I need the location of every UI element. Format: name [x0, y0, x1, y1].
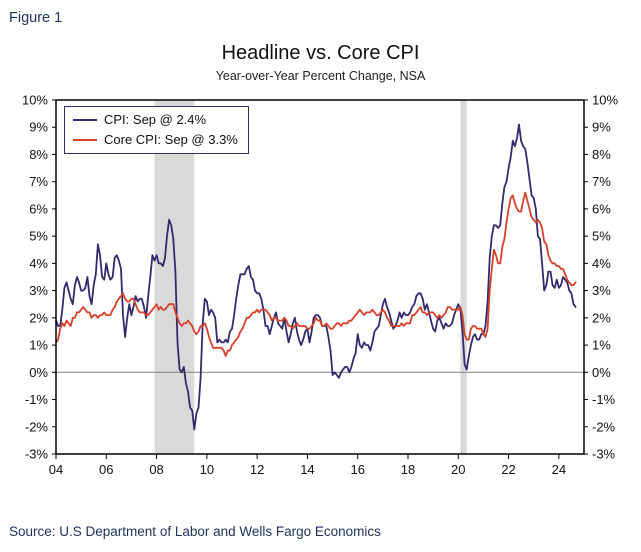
- cpi-line-swatch: [73, 118, 97, 121]
- legend: CPI: Sep @ 2.4% Core CPI: Sep @ 3.3%: [64, 106, 249, 154]
- y-axis-tick-label-right: 7%: [592, 174, 611, 189]
- y-axis-tick-label-right: -1%: [592, 392, 616, 407]
- y-axis-tick-label-left: 7%: [29, 174, 48, 189]
- x-axis-tick-label: 10: [200, 462, 214, 477]
- cpi-series-line: [55, 123, 577, 431]
- x-axis-tick-label: 08: [149, 462, 163, 477]
- y-axis-tick-label-left: 10%: [22, 93, 48, 108]
- y-axis-tick-label-right: -2%: [592, 419, 616, 434]
- x-axis-tick-label: 14: [300, 462, 314, 477]
- x-axis-tick-label: 06: [99, 462, 113, 477]
- x-axis-tick-label: 12: [250, 462, 264, 477]
- y-axis-tick-label-left: 5%: [29, 229, 48, 244]
- y-axis-tick-label-right: 8%: [592, 147, 611, 162]
- legend-item-cpi: CPI: Sep @ 2.4%: [73, 112, 238, 127]
- x-axis-tick-label: 04: [49, 462, 63, 477]
- plot-border: [55, 99, 585, 455]
- recession-band: [460, 100, 467, 454]
- figure-label: Figure 1: [9, 10, 63, 26]
- legend-item-core-cpi: Core CPI: Sep @ 3.3%: [73, 132, 238, 147]
- y-axis-tick-label-left: -3%: [25, 447, 49, 462]
- chart-subtitle: Year-over-Year Percent Change, NSA: [215, 69, 426, 83]
- y-axis-tick-label-right: 9%: [592, 120, 611, 135]
- y-axis-tick-label-right: 1%: [592, 338, 611, 353]
- y-axis-tick-label-left: 8%: [29, 147, 48, 162]
- y-axis-tick-label-right: 2%: [592, 310, 611, 325]
- y-axis-tick-label-left: 3%: [29, 283, 48, 298]
- x-axis-tick-label: 22: [501, 462, 515, 477]
- core-cpi-line-swatch: [73, 138, 97, 141]
- y-axis-tick-label-left: 0%: [29, 365, 48, 380]
- core-cpi-series-line: [55, 191, 577, 357]
- y-axis-tick-label-right: 10%: [592, 93, 618, 108]
- chart-title: Headline vs. Core CPI: [221, 42, 420, 64]
- legend-label-core-cpi: Core CPI: Sep @ 3.3%: [104, 132, 238, 147]
- x-axis-tick-label: 20: [451, 462, 465, 477]
- y-axis-tick-label-right: 5%: [592, 229, 611, 244]
- y-axis-tick-label-left: 9%: [29, 120, 48, 135]
- y-axis-tick-label-left: 6%: [29, 201, 48, 216]
- y-axis-tick-label-left: -2%: [25, 419, 49, 434]
- y-axis-tick-label-left: 2%: [29, 310, 48, 325]
- chart-area: 10% 10% 9% 9% 8% 8% 7% 7% 6% 6% 5% 5% 4% 4% 3% 3% 2% 2% 1%…: [0, 92, 641, 500]
- y-axis-tick-label-right: 3%: [592, 283, 611, 298]
- y-axis-tick-label-left: 4%: [29, 256, 48, 271]
- x-axis-tick-label: 18: [401, 462, 415, 477]
- y-axis-tick-label-left: 1%: [29, 338, 48, 353]
- y-axis-tick-label-right: 6%: [592, 201, 611, 216]
- source-text: Source: U.S Department of Labor and Well…: [9, 524, 381, 539]
- cpi-line-chart: 10% 10% 9% 9% 8% 8% 7% 7% 6% 6% 5% 5% 4% 4% 3% 3% 2% 2% 1%…: [22, 93, 618, 478]
- y-axis-tick-label-right: 0%: [592, 365, 611, 380]
- x-axis-tick-label: 16: [350, 462, 364, 477]
- y-axis-tick-label-left: -1%: [25, 392, 49, 407]
- y-axis-tick-label-right: 4%: [592, 256, 611, 271]
- legend-label-cpi: CPI: Sep @ 2.4%: [104, 112, 207, 127]
- x-axis-tick-label: 24: [552, 462, 566, 477]
- y-axis-tick-label-right: -3%: [592, 447, 616, 462]
